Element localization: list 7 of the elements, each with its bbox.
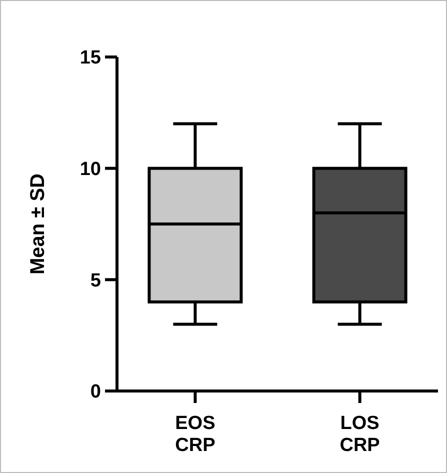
y-tick-label: 0 xyxy=(90,382,101,403)
x-tick-label: EOS CRP xyxy=(175,413,216,456)
y-axis-title: Mean ± SD xyxy=(27,174,49,274)
y-tick-label: 15 xyxy=(80,48,102,69)
x-tick-label: LOS CRP xyxy=(340,413,380,456)
y-tick-label: 10 xyxy=(80,158,101,180)
y-tick-label: 5 xyxy=(90,270,102,292)
